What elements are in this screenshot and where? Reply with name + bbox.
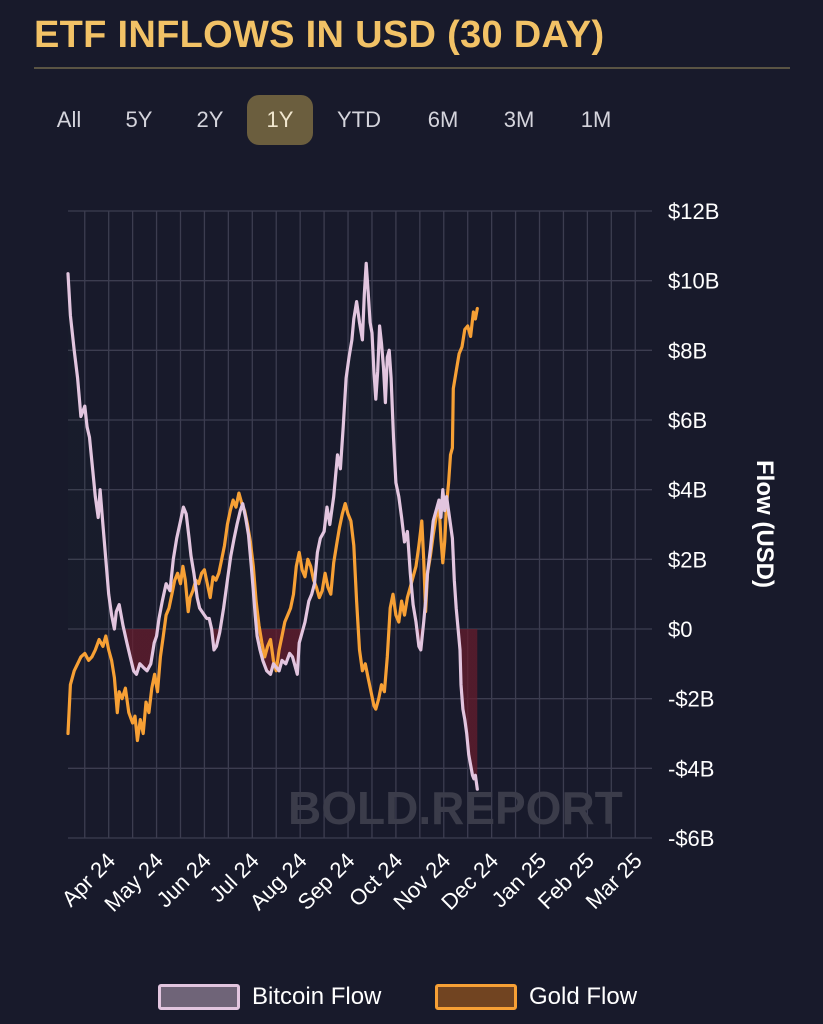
y-tick-label: -$4B: [668, 756, 714, 781]
bitcoin-flow-line: [66, 261, 479, 791]
range-button-1m[interactable]: 1M: [580, 107, 612, 132]
range-button-all[interactable]: All: [56, 107, 82, 132]
range-button-ytd[interactable]: YTD: [337, 107, 381, 132]
y-tick-label: $0: [668, 617, 692, 642]
title-divider: [34, 67, 790, 69]
series-lines: [66, 261, 479, 791]
y-tick-label: -$6B: [668, 826, 714, 851]
legend-swatch-gold: [435, 984, 517, 1010]
legend-swatch-bitcoin: [158, 984, 240, 1010]
chart-title: ETF INFLOWS IN USD (30 DAY): [34, 14, 605, 56]
x-tick-label: Jun 24: [152, 848, 216, 912]
range-button-3m[interactable]: 3M: [503, 107, 535, 132]
y-tick-label: $10B: [668, 269, 719, 294]
etf-flow-chart: BOLD.REPORT $12B $10B $8B $6B $4B $2B $0 -$2B -$…: [57, 199, 778, 917]
watermark-text: BOLD.REPORT: [288, 782, 623, 834]
y-axis-label: Flow (USD): [751, 460, 778, 588]
range-button-6m[interactable]: 6M: [427, 107, 459, 132]
y-tick-label: $12B: [668, 199, 719, 224]
bitcoin-area-positive: [68, 263, 478, 629]
range-button-5y[interactable]: 5Y: [125, 107, 153, 132]
gold-flow-line: [66, 306, 479, 743]
y-tick-label: $8B: [668, 338, 707, 363]
range-button-1y[interactable]: 1Y: [247, 95, 313, 145]
range-button-2y[interactable]: 2Y: [196, 107, 224, 132]
y-tick-label: $2B: [668, 547, 707, 572]
y-tick-label: $4B: [668, 478, 707, 503]
legend-label-gold: Gold Flow: [529, 983, 638, 1010]
y-axis-ticks: $12B $10B $8B $6B $4B $2B $0 -$2B -$4B -$6B: [668, 199, 719, 851]
legend-label-bitcoin: Bitcoin Flow: [252, 983, 382, 1010]
y-tick-label: $6B: [668, 408, 707, 433]
y-tick-label: -$2B: [668, 687, 714, 712]
